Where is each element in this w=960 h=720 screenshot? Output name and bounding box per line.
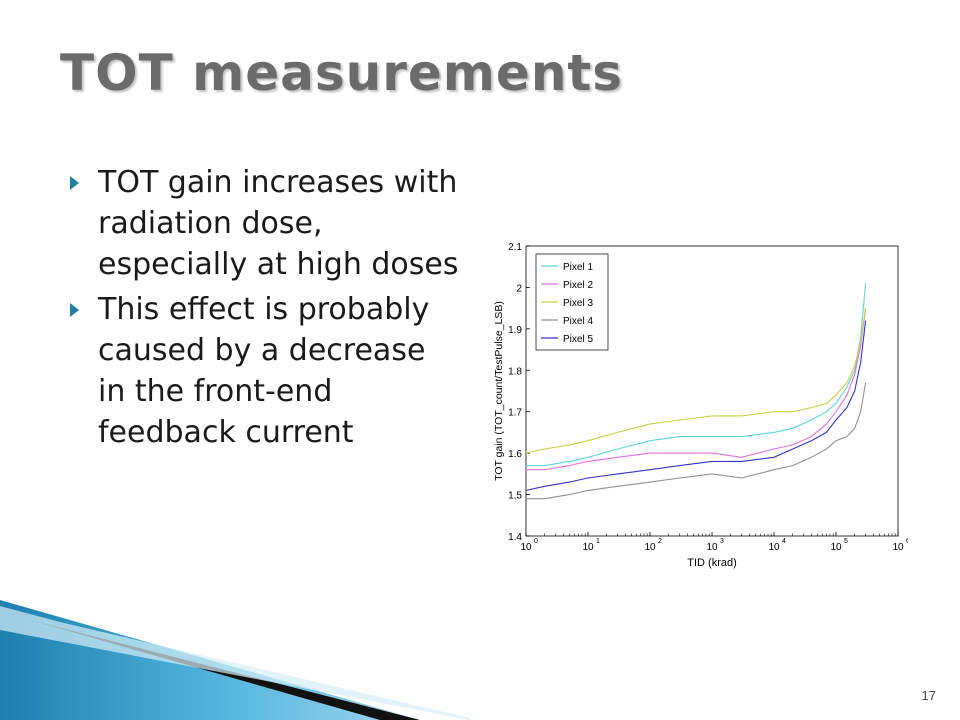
x-tick-label: 10 [830,542,842,553]
bullet-item: This effect is probably caused by a decr… [60,289,460,453]
x-tick-exponent: 3 [720,538,724,545]
y-axis-label: TOT gain (TOT_count/TestPulse_LSB) [493,301,505,481]
tot-gain-chart: 1.41.51.61.71.81.922.1100101102103104105… [493,242,908,569]
x-tick-exponent: 5 [844,538,848,545]
footer-decoration [0,600,470,720]
series-line-pixel-2 [526,308,867,471]
y-tick-label: 1.9 [508,325,522,336]
x-tick-exponent: 0 [534,538,538,545]
y-tick-label: 1.7 [508,408,522,419]
series-line-pixel-3 [525,308,867,454]
x-tick-label: 10 [892,542,904,553]
legend-label: Pixel 5 [563,334,593,345]
x-tick-label: 10 [644,542,656,553]
bullet-item: TOT gain increases with radiation dose, … [60,162,460,285]
bullet-text: TOT gain increases with radiation dose, … [98,165,459,282]
y-tick-label: 1.4 [508,532,522,543]
legend-label: Pixel 3 [563,298,593,309]
bullet-arrow-icon [70,176,79,190]
series-line-pixel-4 [526,382,867,500]
series-line-pixel-1 [526,283,867,467]
x-axis-label: TID (krad) [687,557,737,569]
y-tick-label: 2 [516,283,522,294]
x-tick-label: 10 [768,542,780,553]
x-tick-exponent: 1 [596,538,600,545]
x-tick-exponent: 6 [906,538,908,545]
bullet-list: TOT gain increases with radiation dose, … [60,162,460,457]
bullet-arrow-icon [70,303,79,317]
x-tick-exponent: 2 [658,538,662,545]
x-tick-exponent: 4 [782,538,786,545]
y-tick-label: 2.1 [508,242,522,253]
bullet-text: This effect is probably caused by a decr… [98,292,430,450]
legend-label: Pixel 2 [563,280,593,291]
legend-label: Pixel 1 [563,262,593,273]
series-line-pixel-5 [525,320,867,491]
x-tick-label: 10 [582,542,594,553]
y-tick-label: 1.5 [508,491,522,502]
y-tick-label: 1.8 [508,366,522,377]
y-tick-label: 1.6 [508,449,522,460]
x-tick-label: 10 [706,542,718,553]
x-tick-label: 10 [520,542,532,553]
legend-label: Pixel 4 [563,316,593,327]
slide-number: 17 [921,688,936,703]
slide-title: TOT measurements [60,44,624,102]
